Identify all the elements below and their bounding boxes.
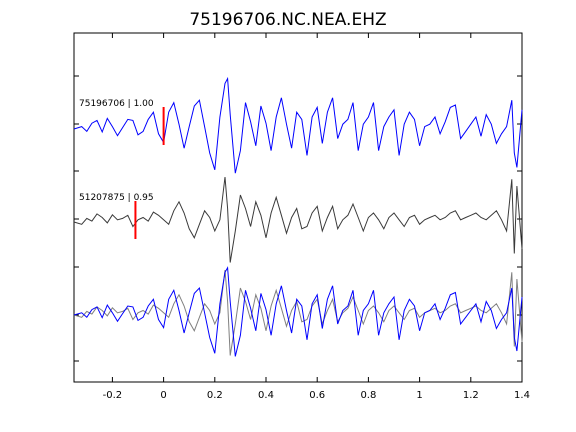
- x-tick-label: 1.2: [463, 390, 479, 401]
- x-tick-label: -0.2: [103, 390, 123, 401]
- series-line-overlay-blue: [73, 266, 523, 357]
- traces: [73, 76, 523, 357]
- x-tick-label: 0.2: [207, 390, 223, 401]
- x-tick-label: 0.8: [360, 390, 376, 401]
- trace-label-middle: 51207875 | 0.95: [79, 193, 154, 203]
- chart-title: 75196706.NC.NEA.EHZ: [189, 10, 386, 30]
- x-tick-label: 0.4: [258, 390, 274, 401]
- x-tick-label: 0: [160, 390, 166, 401]
- series-line-middle: [73, 176, 523, 263]
- pick-markers: [134, 107, 165, 239]
- plot-area: -0.2 0 0.2 0.4 0.6 0.8 1 1.2 1.4 75196706 | 1.00…: [73, 32, 530, 401]
- x-tick-label: 1.4: [514, 390, 530, 401]
- series-line-top: [73, 76, 523, 174]
- x-tick-label: 1: [416, 390, 422, 401]
- axes-frame: [73, 32, 523, 383]
- x-tick-label: 0.6: [309, 390, 325, 401]
- x-ticks: -0.2 0 0.2 0.4 0.6 0.8 1 1.2 1.4: [103, 33, 530, 401]
- trace-label-top: 75196706 | 1.00: [79, 99, 154, 109]
- trace-labels: 75196706 | 1.00 51207875 | 0.95: [79, 99, 154, 203]
- series-line-overlay-gray: [73, 269, 523, 356]
